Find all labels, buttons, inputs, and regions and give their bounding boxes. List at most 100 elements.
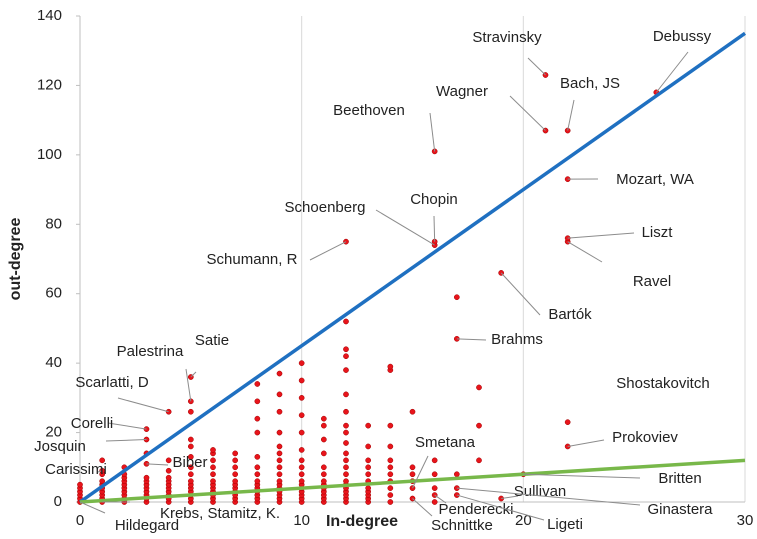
- point: [232, 464, 239, 471]
- leader-line: [79, 501, 106, 514]
- point: [143, 474, 150, 481]
- annotation: Ligeti: [547, 516, 583, 533]
- leader-line: [412, 455, 429, 489]
- point: [187, 436, 194, 443]
- annotation: Bartók: [548, 306, 592, 323]
- point: [320, 450, 327, 457]
- point: [343, 408, 349, 415]
- point: [320, 478, 327, 485]
- point: [387, 485, 394, 491]
- point: [187, 464, 194, 471]
- annotation: Wagner: [436, 83, 488, 100]
- point: [409, 408, 416, 415]
- point: [431, 471, 438, 478]
- point: [298, 478, 305, 485]
- point: [476, 457, 482, 464]
- x-tick-label: 30: [737, 512, 754, 529]
- annotation: Sullivan: [514, 483, 567, 500]
- point: [320, 436, 327, 443]
- point: [276, 429, 283, 436]
- point: [276, 370, 283, 377]
- point: [210, 464, 216, 471]
- point: [343, 346, 349, 353]
- annotation: Liszt: [642, 224, 674, 241]
- y-tick-label: 120: [37, 76, 62, 93]
- annotation: Beethoven: [333, 102, 405, 119]
- point: [431, 485, 438, 491]
- leader-line: [655, 51, 689, 93]
- point: [343, 429, 349, 436]
- point: [343, 318, 349, 325]
- leader-line: [309, 241, 347, 261]
- point: [343, 353, 349, 360]
- point: [77, 481, 83, 488]
- y-tick-label: 60: [45, 285, 62, 302]
- point: [210, 478, 216, 485]
- point: [343, 391, 349, 398]
- point: [298, 377, 305, 384]
- trendline: [79, 458, 746, 504]
- leader-line: [107, 422, 147, 430]
- point: [365, 422, 372, 429]
- annotation: Schumann, R: [207, 251, 298, 268]
- point: [343, 478, 349, 485]
- leader-line: [501, 495, 519, 500]
- point: [365, 471, 372, 478]
- point: [298, 429, 305, 436]
- point: [232, 450, 239, 457]
- leader-line: [567, 99, 575, 131]
- y-tick-label: 140: [37, 7, 62, 24]
- point: [387, 499, 394, 505]
- leader-line: [456, 487, 641, 506]
- annotation: Hildegard: [115, 517, 179, 534]
- annotation: Prokoviev: [612, 429, 678, 446]
- point: [165, 467, 172, 474]
- point: [298, 395, 305, 401]
- point: [276, 478, 283, 485]
- point: [276, 464, 283, 471]
- point: [298, 412, 305, 419]
- point: [453, 471, 460, 478]
- point: [298, 457, 305, 464]
- annotation: Chopin: [410, 191, 458, 208]
- point: [254, 415, 261, 422]
- point: [387, 443, 394, 450]
- point: [187, 443, 194, 450]
- point: [254, 464, 261, 471]
- point: [254, 471, 261, 478]
- leader-line: [509, 95, 546, 131]
- leader-line: [105, 439, 147, 442]
- annotation: Biber: [172, 454, 207, 471]
- point: [320, 464, 327, 471]
- point: [254, 429, 261, 436]
- x-tick-label: 20: [515, 512, 532, 529]
- point: [232, 457, 239, 464]
- annotation: Bach, JS: [560, 75, 620, 92]
- x-axis-title: In-degree: [326, 513, 398, 530]
- point: [232, 478, 239, 485]
- annotation: Penderecki: [438, 501, 513, 518]
- point: [476, 384, 482, 391]
- leader-line: [97, 470, 103, 473]
- point: [387, 363, 394, 370]
- y-tick-label: 0: [54, 493, 62, 510]
- point: [276, 408, 283, 415]
- point: [99, 478, 106, 485]
- point: [298, 447, 305, 453]
- y-tick-label: 40: [45, 354, 62, 371]
- point: [276, 443, 283, 450]
- point: [187, 478, 194, 485]
- annotation: Carissimi: [45, 461, 107, 478]
- leader-line: [567, 232, 635, 239]
- annotation: Mozart, WA: [616, 171, 694, 188]
- point: [187, 408, 194, 415]
- leader-line: [456, 338, 487, 341]
- point: [343, 471, 349, 478]
- point: [320, 415, 327, 422]
- point: [254, 381, 261, 387]
- point: [564, 419, 571, 426]
- leader-line: [375, 209, 435, 246]
- annotation: Debussy: [653, 28, 712, 45]
- point: [99, 457, 106, 464]
